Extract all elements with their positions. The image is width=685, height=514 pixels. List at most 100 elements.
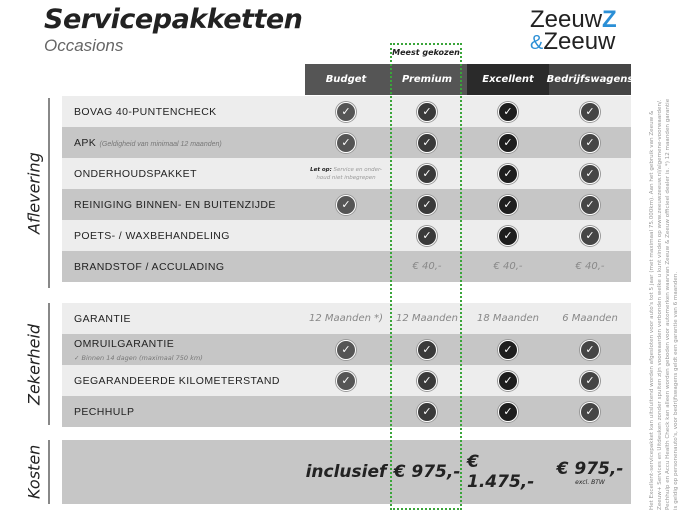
cell: 18 Maanden (477, 313, 539, 324)
check-icon: ✓ (580, 401, 600, 422)
cell: ✓ (305, 127, 387, 158)
row-label: BRANDSTOF / ACCULADING (74, 261, 224, 273)
row-label: APK (Geldigheid van minimaal 12 maanden) (74, 137, 222, 149)
check-icon: ✓ (417, 194, 437, 215)
cell: ✓ (387, 365, 467, 396)
section-divider (48, 440, 50, 504)
check-icon: ✓ (580, 101, 600, 122)
table-row: PECHHULP ✓ ✓ ✓ (62, 396, 631, 427)
cell: ✓ (387, 127, 467, 158)
cell: ✓ (305, 189, 387, 220)
check-icon: ✓ (498, 101, 518, 122)
cell: ✓ (467, 334, 549, 365)
row-label-text: PECHHULP (74, 405, 135, 418)
price-premium: € 975,- (393, 462, 461, 482)
table-row: GEGARANDEERDE KILOMETERSTAND ✓ ✓ ✓ ✓ (62, 365, 631, 396)
check-icon: ✓ (580, 370, 600, 391)
cell: ✓ (467, 127, 549, 158)
row-label: GARANTIE (74, 313, 131, 325)
check-icon: ✓ (336, 194, 356, 215)
check-icon: ✓ (417, 132, 437, 153)
check-icon: ✓ (417, 163, 437, 184)
row-label: PECHHULP (74, 406, 134, 418)
column-header-excellent: Excellent (467, 64, 549, 95)
row-label-text: REINIGING BINNEN- EN BUITENZIJDE (74, 198, 276, 211)
cell: ✓ (467, 396, 549, 427)
cell: 12 Maanden (396, 313, 458, 324)
check-icon: ✓ (498, 401, 518, 422)
row-label-text: GARANTIE (74, 312, 131, 325)
cell: ✓ (467, 96, 549, 127)
table-row: GARANTIE 12 Maanden *) 12 Maanden 18 Maande… (62, 303, 631, 334)
note-text: Service en onder-houd niet inbegrepen (316, 166, 382, 181)
cell: ✓ (305, 334, 387, 365)
cell: ✓ (549, 127, 631, 158)
table-row: APK (Geldigheid van minimaal 12 maanden)… (62, 127, 631, 158)
row-label-text: BOVAG 40-PUNTENCHECK (74, 105, 217, 118)
price-value: € 975,- (556, 458, 624, 479)
check-icon: ✓ (417, 225, 437, 246)
cell: ✓ (549, 96, 631, 127)
section-divider (48, 98, 50, 288)
cell: ✓ (387, 189, 467, 220)
most-chosen-label: Meest gekozen (392, 48, 460, 57)
section-zekerheid: Zekerheid (24, 323, 44, 405)
column-header-budget: Budget (305, 64, 387, 95)
row-label-text: POETS- / WAXBEHANDELING (74, 229, 230, 242)
check-icon: ✓ (580, 194, 600, 215)
cell: € 40,- (412, 261, 442, 272)
page-title: Servicepakketten (44, 4, 303, 35)
cell: ✓ (387, 220, 467, 251)
check-icon: ✓ (336, 339, 356, 360)
footnote: Het Excellent-servicepakket kan uitsluit… (649, 98, 679, 510)
row-label: OMRUILGARANTIE (74, 338, 174, 350)
check-icon: ✓ (498, 163, 518, 184)
cell: ✓ (549, 365, 631, 396)
page-subtitle: Occasions (44, 36, 124, 55)
row-label-text: BRANDSTOF / ACCULADING (74, 260, 225, 273)
row-label: REINIGING BINNEN- EN BUITENZIJDE (74, 199, 276, 211)
cell: ✓ (467, 189, 549, 220)
row-label-text: OMRUILGARANTIE (74, 338, 175, 350)
cell: ✓ (549, 158, 631, 189)
check-icon: ✓ (417, 101, 437, 122)
cell: ✓ (467, 220, 549, 251)
check-icon: ✓ (580, 339, 600, 360)
check-icon: ✓ (580, 132, 600, 153)
row-label-text: GEGARANDEERDE KILOMETERSTAND (74, 374, 280, 387)
cell: € 40,- (575, 261, 605, 272)
row-label-text: ONDERHOUDSPAKKET (74, 167, 197, 180)
price-excellent: € 1.475,- (467, 452, 535, 492)
check-icon: ✓ (417, 339, 437, 360)
check-icon: ✓ (498, 194, 518, 215)
section-divider (48, 303, 50, 425)
check-icon: ✓ (498, 339, 518, 360)
cell: ✓ (387, 334, 467, 365)
cell: ✓ (467, 158, 549, 189)
check-icon: ✓ (498, 370, 518, 391)
budget-note: Let op: Service en onder-houd niet inbeg… (305, 158, 387, 189)
cell: ✓ (387, 158, 467, 189)
row-label: BOVAG 40-PUNTENCHECK (74, 106, 217, 118)
cell: ✓ (549, 220, 631, 251)
check-icon: ✓ (498, 225, 518, 246)
section-kosten: Kosten (24, 444, 44, 500)
row-label: ONDERHOUDSPAKKET (74, 168, 197, 180)
check-icon: ✓ (336, 101, 356, 122)
table-row: BRANDSTOF / ACCULADING € 40,- € 40,- € 40,- (62, 251, 631, 282)
table-row: POETS- / WAXBEHANDELING ✓ ✓ ✓ (62, 220, 631, 251)
cell: ✓ (549, 189, 631, 220)
check-icon: ✓ (336, 370, 356, 391)
logo: ZeeuwZ &Zeeuw (530, 6, 617, 55)
column-header-bedrijfswagens: Bedrijfswagens (547, 64, 633, 95)
row-label: GEGARANDEERDE KILOMETERSTAND (74, 375, 280, 387)
price-budget: inclusief (305, 462, 387, 482)
table-row: BOVAG 40-PUNTENCHECK ✓ ✓ ✓ ✓ (62, 96, 631, 127)
cell: ✓ (305, 365, 387, 396)
cell: ✓ (305, 96, 387, 127)
check-icon: ✓ (580, 225, 600, 246)
check-icon: ✓ (336, 132, 356, 153)
check-icon: ✓ (417, 401, 437, 422)
column-header-premium: Premium (387, 64, 467, 95)
kosten-row: inclusief € 975,- € 1.475,- € 975,- excl… (62, 440, 631, 504)
